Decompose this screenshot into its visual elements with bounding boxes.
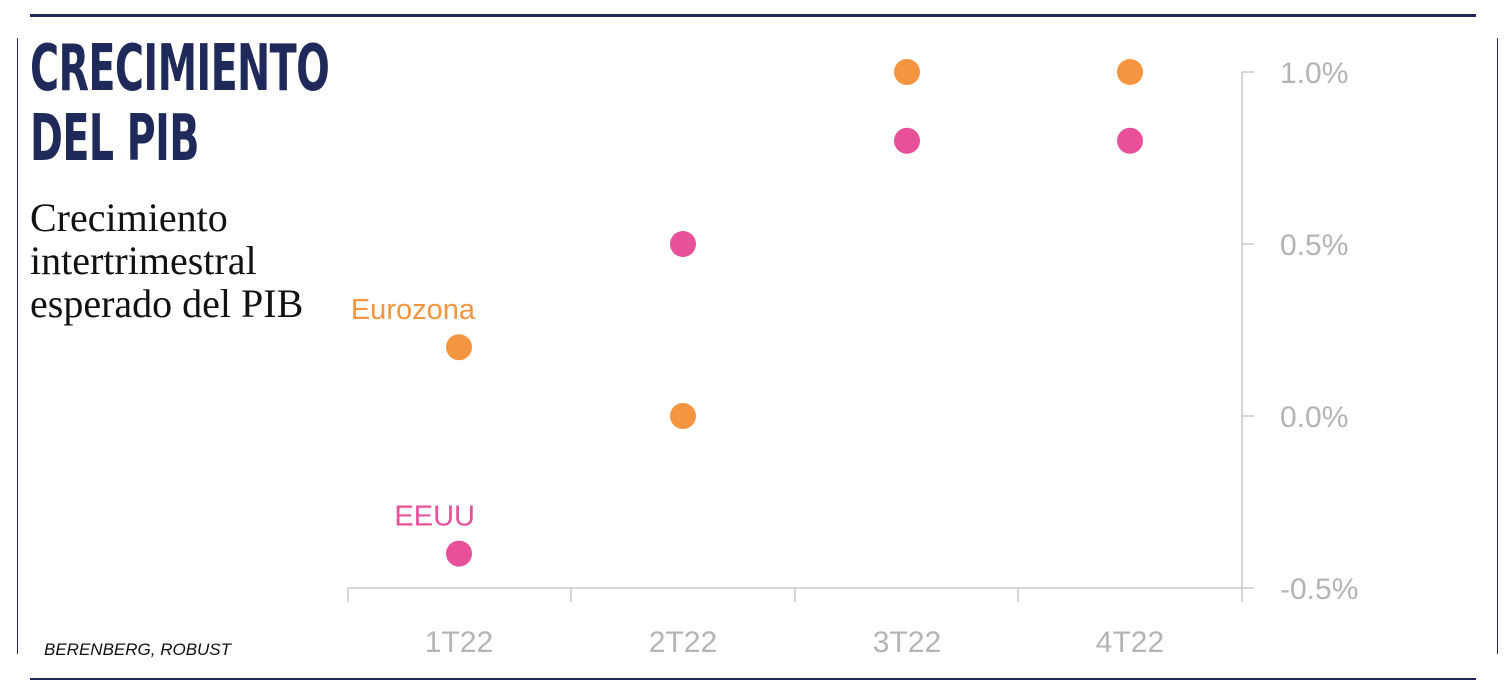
point-eeuu [1117, 127, 1143, 154]
point-eeuu [446, 540, 472, 567]
point-eurozona [670, 403, 696, 429]
point-eurozona [446, 334, 472, 361]
y-tick-label: 0.5% [1280, 229, 1348, 262]
point-eeuu [670, 231, 696, 257]
point-eeuu [894, 127, 920, 154]
left-frame-line [17, 38, 18, 654]
x-tick-label: 4T22 [1096, 626, 1164, 659]
x-ticks-group: 1T22 2T22 3T22 4T22 [347, 588, 1243, 659]
points-group [446, 59, 1143, 567]
series-label-eeuu: EEUU [394, 501, 475, 533]
y-tick-label: 1.0% [1280, 57, 1348, 90]
y-tick-label: -0.5% [1280, 573, 1358, 606]
chart-title-line-2: DEL PIB [30, 102, 200, 176]
x-tick-label: 1T22 [425, 626, 493, 659]
chart-title: CRECIMIENTO DEL PIB [30, 34, 340, 174]
x-tick-label: 3T22 [873, 626, 941, 659]
top-rule [30, 14, 1476, 17]
chart-title-line-1: CRECIMIENTO [30, 32, 330, 106]
chart-subtitle: Crecimiento intertrimestral esperado del… [30, 195, 304, 326]
bottom-rule [30, 678, 1476, 680]
y-ticks-group: 1.0% 0.5% 0.0% -0.5% [1242, 57, 1358, 606]
point-eurozona [1117, 59, 1143, 85]
series-label-eurozona: Eurozona [351, 294, 476, 326]
point-eurozona [894, 59, 920, 85]
right-frame-line [1497, 38, 1498, 654]
source-note: BERENBERG, ROBUST [44, 640, 232, 659]
series-labels-group: Eurozona EEUU [351, 294, 476, 532]
y-tick-label: 0.0% [1280, 401, 1348, 434]
axes-group [348, 72, 1243, 589]
x-tick-label: 2T22 [649, 626, 717, 659]
